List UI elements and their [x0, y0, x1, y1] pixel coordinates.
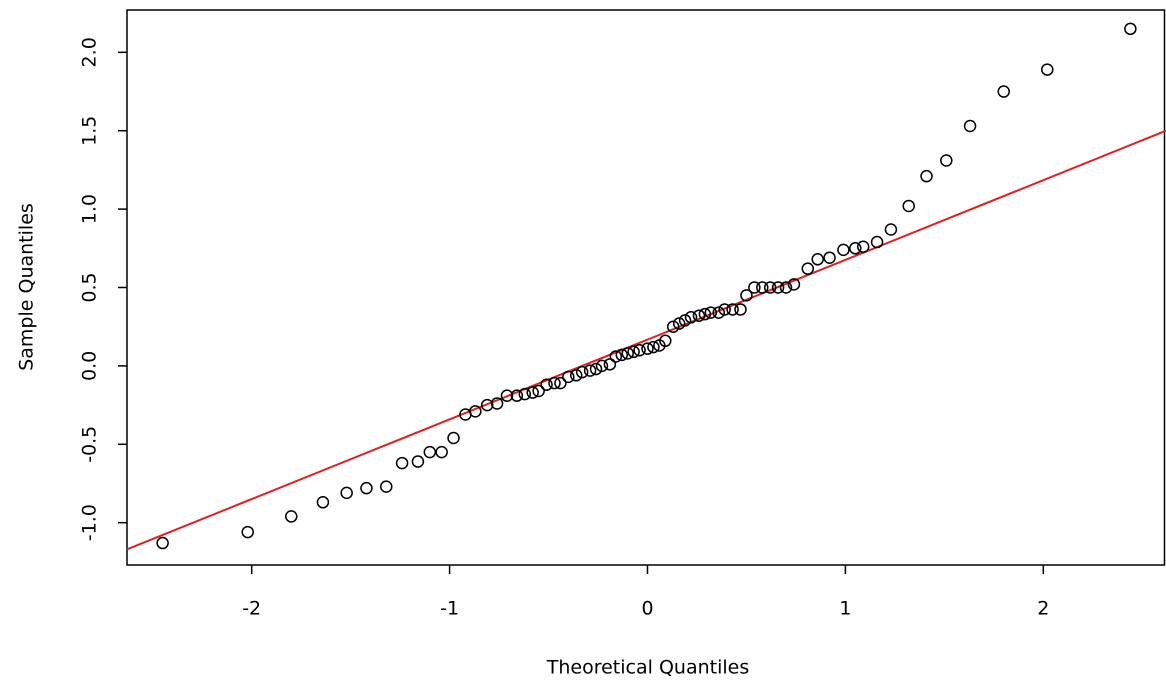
point [763, 281, 777, 294]
point [902, 199, 915, 213]
point [718, 303, 731, 316]
point [569, 369, 583, 382]
y-axis-label: Sample Quantiles [16, 203, 38, 371]
point [340, 486, 353, 500]
x-tick-label: -2 [242, 598, 261, 620]
point [756, 281, 769, 294]
point [435, 445, 448, 459]
point [589, 362, 603, 376]
point [423, 445, 437, 459]
point [316, 496, 330, 509]
point [1041, 63, 1054, 76]
point [583, 364, 597, 377]
point [633, 343, 646, 357]
x-tick-label: -1 [440, 598, 459, 620]
point [963, 119, 977, 133]
point [447, 431, 460, 445]
point [510, 389, 524, 402]
point [562, 370, 575, 384]
point [526, 386, 539, 399]
y-tick-label: 0.0 [79, 351, 101, 381]
y-tick-label: 1.5 [79, 116, 101, 146]
point [837, 243, 850, 257]
point [712, 306, 725, 319]
y-tick-label: 0.5 [79, 272, 101, 302]
point [540, 378, 553, 391]
y-tick-label: 2.0 [79, 37, 101, 67]
x-axis-label: Theoretical Quantiles [546, 657, 749, 679]
point [621, 347, 634, 360]
point [779, 281, 793, 294]
point [554, 376, 567, 390]
point [647, 340, 660, 354]
point [823, 251, 836, 264]
point [740, 289, 753, 302]
point [548, 376, 561, 390]
point [490, 397, 504, 410]
point [856, 240, 870, 253]
point [615, 348, 629, 362]
point [884, 223, 898, 236]
y-tick-label: -1.0 [79, 504, 101, 541]
point [726, 303, 739, 316]
point [997, 85, 1010, 98]
point [801, 262, 815, 275]
point [704, 306, 718, 319]
point [698, 307, 712, 321]
point [285, 510, 298, 523]
point [870, 235, 884, 249]
point [609, 350, 623, 363]
x-tick-label: 2 [1037, 598, 1049, 620]
point [500, 389, 514, 402]
point [627, 345, 640, 359]
point [603, 358, 617, 371]
point [518, 387, 532, 401]
point [395, 456, 409, 470]
point [641, 342, 654, 355]
point [771, 281, 785, 294]
y-tick-label: -0.5 [79, 426, 101, 463]
point [692, 309, 706, 322]
point [811, 253, 824, 266]
point [380, 480, 393, 493]
point [575, 365, 589, 379]
point [787, 278, 801, 291]
point [241, 525, 254, 539]
point [678, 314, 692, 327]
y-tick-label: 1.0 [79, 194, 101, 224]
point [666, 320, 680, 333]
point [734, 303, 747, 316]
x-tick-label: 1 [839, 598, 851, 620]
point [748, 281, 761, 294]
point [480, 398, 494, 412]
point [360, 481, 373, 495]
point [156, 536, 169, 550]
point [532, 384, 545, 398]
point [469, 405, 482, 418]
x-tick-label: 0 [641, 598, 653, 620]
point [1124, 22, 1137, 36]
point [411, 455, 425, 468]
point [672, 317, 686, 330]
point [920, 169, 933, 183]
point [940, 154, 953, 167]
point [595, 359, 609, 373]
point [849, 242, 862, 255]
point [659, 334, 672, 348]
point [684, 311, 698, 324]
reference-line [126, 129, 1166, 551]
